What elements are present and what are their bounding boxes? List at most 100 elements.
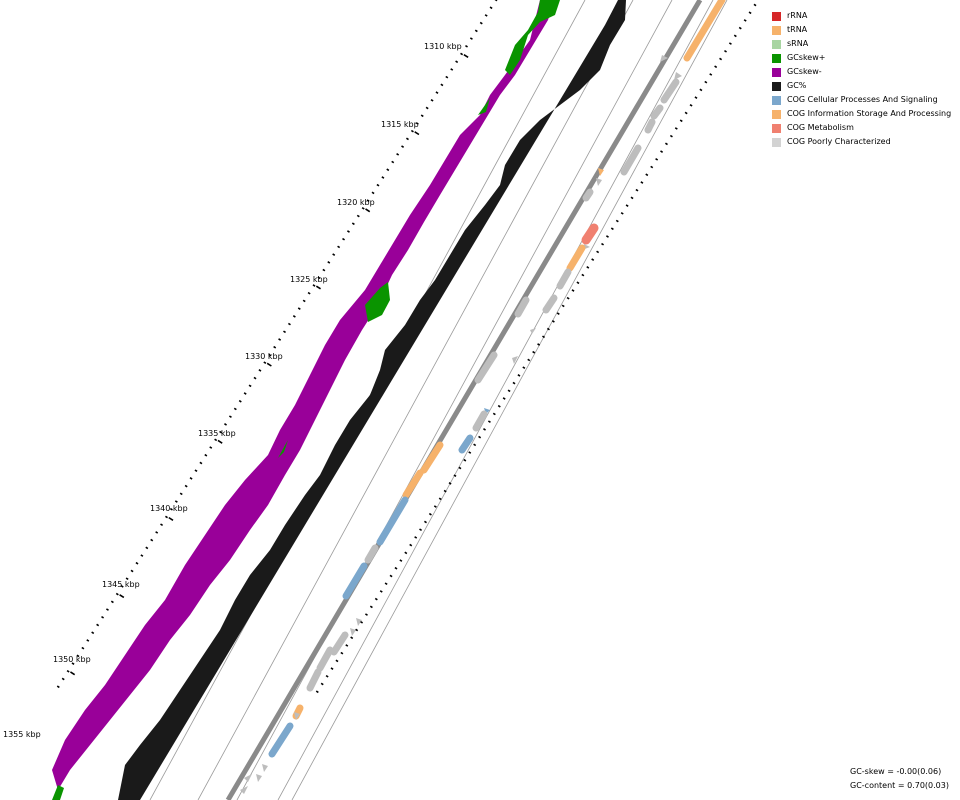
gene-feature <box>581 223 599 245</box>
gc-content-value: GC-content = 0.70(0.03) <box>850 781 949 790</box>
scale-tick <box>337 245 341 249</box>
scale-tick <box>56 685 60 689</box>
scale-tick <box>497 404 501 408</box>
legend-item: GCskew- <box>772 65 958 79</box>
scale-tick <box>184 484 188 488</box>
major-scale-tick <box>266 362 272 367</box>
scale-tick <box>145 546 149 550</box>
scale-tick <box>209 446 213 449</box>
scale-tick <box>430 98 434 102</box>
scale-tick <box>174 500 178 503</box>
scale-tick <box>332 253 336 256</box>
scale-tick <box>438 497 442 501</box>
scale-tick <box>650 165 654 169</box>
scale-tick <box>228 415 232 419</box>
scale-tick <box>458 466 462 470</box>
major-scale-tick <box>119 594 125 599</box>
scale-tick <box>81 646 85 650</box>
scale-tick <box>243 392 247 395</box>
legend-swatch <box>772 137 781 147</box>
scale-tick <box>179 492 183 496</box>
scale-tick <box>374 597 378 601</box>
scale-tick <box>307 291 311 295</box>
scale-tick <box>327 261 331 264</box>
scale-tick <box>440 83 444 87</box>
track-guide-line <box>277 0 714 800</box>
position-labels: 1310 kbp 1315 kbp 1320 kbp 1325 kbp 1330… <box>3 42 462 739</box>
gene-feature <box>598 168 604 176</box>
scale-tick <box>645 173 649 177</box>
position-label: 1325 kbp <box>290 275 328 284</box>
legend-label: COG Cellular Processes And Signaling <box>787 95 938 104</box>
position-label: 1310 kbp <box>424 42 462 51</box>
gene-feature <box>674 72 682 80</box>
legend-item: COG Metabolism <box>772 121 958 135</box>
scale-tick <box>664 142 668 146</box>
scale-tick <box>709 73 713 76</box>
scale-tick <box>189 477 193 480</box>
gc-content-band <box>118 0 626 800</box>
position-label: 1330 kbp <box>245 352 283 361</box>
scale-tick <box>105 608 109 611</box>
scale-tick <box>71 662 75 665</box>
scale-tick <box>507 389 511 393</box>
scale-tick <box>414 536 418 539</box>
gc-skew-negative-band <box>52 0 555 790</box>
gene-feature <box>420 441 444 474</box>
scale-tick <box>389 574 393 578</box>
scale-tick <box>287 322 291 326</box>
scale-tick <box>86 639 90 642</box>
gc-skew-positive-band <box>478 98 490 115</box>
scale-tick <box>96 623 100 627</box>
genome-backbone <box>225 0 703 800</box>
scale-tick <box>409 543 413 547</box>
scale-tick <box>394 566 398 570</box>
position-label: 1335 kbp <box>198 429 236 438</box>
gene-feature <box>596 178 602 186</box>
scale-tick <box>322 268 326 272</box>
scale-tick <box>625 204 629 207</box>
scale-tick <box>428 512 432 516</box>
scale-tick <box>455 60 459 64</box>
sequence-statistics: GC-skew = -0.00(0.06) GC-content = 0.70(… <box>850 765 958 793</box>
scale-tick <box>273 345 277 349</box>
scale-tick <box>361 206 365 210</box>
legend-label: COG Poorly Characterized <box>787 137 891 146</box>
gene-feature <box>316 646 334 672</box>
scale-tick <box>445 75 449 79</box>
gene-feature <box>644 118 656 134</box>
gene-feature <box>683 0 726 62</box>
major-scale-ticks <box>70 53 469 676</box>
major-scale-tick <box>315 285 321 290</box>
scale-tick <box>160 523 164 527</box>
legend-label: COG Information Storage And Processing <box>787 109 952 118</box>
scale-tick <box>635 188 639 192</box>
gene-feature <box>620 144 642 176</box>
legend-item: COG Information Storage And Processing <box>772 107 958 121</box>
scale-tick <box>155 531 159 534</box>
scale-tick <box>360 620 364 624</box>
scale-tick <box>689 103 693 107</box>
scale-tick <box>312 284 316 287</box>
legend-swatch <box>772 123 781 133</box>
gene-feature <box>364 544 379 564</box>
gene-feature <box>660 78 680 104</box>
scale-tick <box>620 211 624 215</box>
scale-tick <box>379 590 383 593</box>
scale-tick <box>669 134 673 138</box>
scale-tick <box>719 57 723 61</box>
scale-tick <box>425 106 429 110</box>
gene-feature <box>650 104 664 120</box>
scale-tick <box>91 631 95 635</box>
gene-feature <box>356 618 362 626</box>
scale-tick <box>551 320 555 323</box>
scale-tick <box>115 592 119 596</box>
scale-tick <box>140 554 144 557</box>
legend-label: GCskew+ <box>787 53 826 62</box>
gene-feature <box>342 562 368 600</box>
legend-swatch <box>772 25 781 35</box>
scale-tick <box>724 49 727 53</box>
legend: rRNA tRNA sRNA GCskew+ GCskew- GC% COG Cellula… <box>772 9 958 149</box>
scale-tick <box>433 505 437 508</box>
